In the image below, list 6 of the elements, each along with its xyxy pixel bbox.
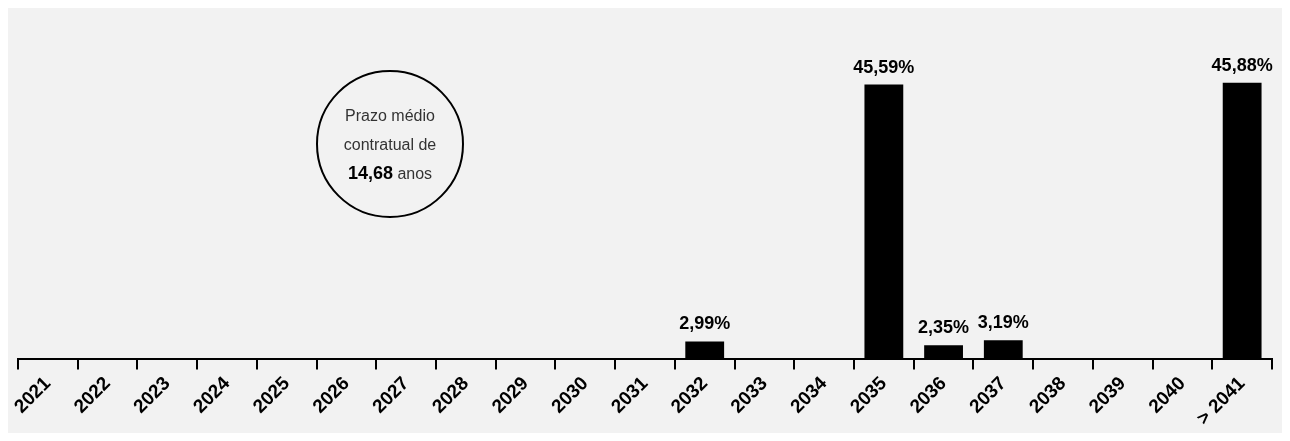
data-label: 2,99% [679, 313, 731, 334]
data-label: 45,88% [1211, 54, 1273, 75]
data-label: 3,19% [977, 312, 1029, 333]
data-label: 2,35% [918, 317, 970, 338]
annotation: Prazo médio contratual de 14,68 anos [343, 106, 437, 183]
data-label: 45,59% [853, 56, 915, 77]
